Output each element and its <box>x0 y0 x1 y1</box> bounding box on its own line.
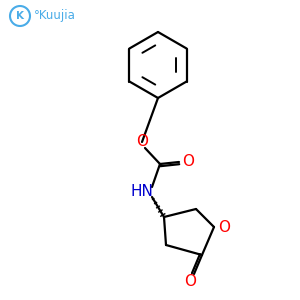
Text: HN: HN <box>130 184 153 200</box>
Text: °Kuujia: °Kuujia <box>34 10 76 22</box>
Text: O: O <box>184 274 196 289</box>
Text: O: O <box>136 134 148 149</box>
Text: O: O <box>218 220 230 235</box>
Text: K: K <box>16 11 24 21</box>
Text: O: O <box>182 154 194 169</box>
